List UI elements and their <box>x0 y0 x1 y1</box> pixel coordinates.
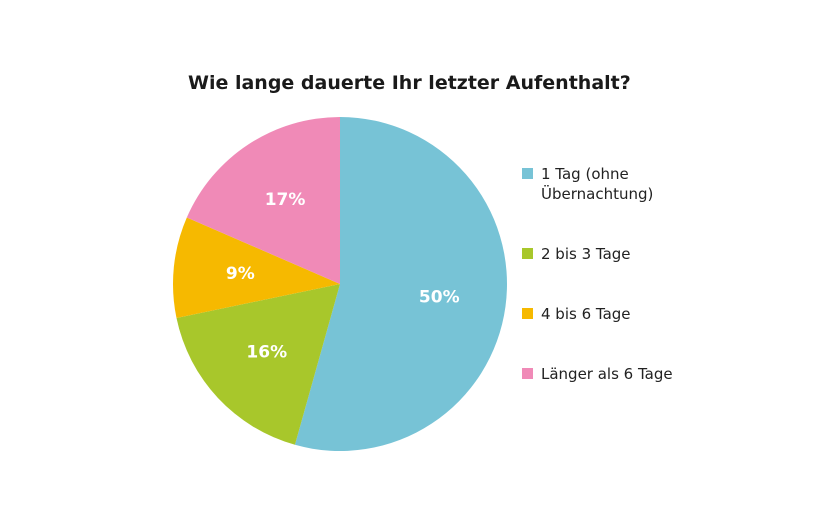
pie-slice-2-bis-3-tage <box>176 284 340 445</box>
legend-label-4-bis-6-tage: 4 bis 6 Tage <box>541 305 631 323</box>
legend-swatch-1-tag <box>522 168 533 179</box>
slice-label-2-bis-3-tage: 16% <box>246 342 287 362</box>
legend-item-1-tag: 1 Tag (ohne Übernachtung) <box>522 164 691 204</box>
pie-slice-1-tag <box>294 117 507 451</box>
legend-swatch-4-bis-6-tage <box>522 308 533 319</box>
legend-swatch-2-bis-3-tage <box>522 248 533 259</box>
legend-swatch-laenger-als-6-tage <box>522 368 533 379</box>
legend-label-2-bis-3-tage: 2 bis 3 Tage <box>541 245 631 263</box>
legend-item-laenger-als-6-tage: Länger als 6 Tage <box>522 364 691 384</box>
pie-slice-laenger-als-6-tage <box>186 117 340 284</box>
slice-label-4-bis-6-tage: 9% <box>226 264 255 284</box>
legend-item-2-bis-3-tage: 2 bis 3 Tage <box>522 244 691 264</box>
chart-title: Wie lange dauerte Ihr letzter Aufenthalt… <box>188 72 631 94</box>
legend-item-4-bis-6-tage: 4 bis 6 Tage <box>522 304 691 324</box>
legend-label-1-tag: 1 Tag (ohne Übernachtung) <box>541 165 654 203</box>
legend-label-laenger-als-6-tage: Länger als 6 Tage <box>541 365 673 383</box>
slice-label-1-tag: 50% <box>419 288 460 308</box>
pie-slice-4-bis-6-tage <box>172 217 340 318</box>
slice-label-laenger-als-6-tage: 17% <box>265 190 306 210</box>
